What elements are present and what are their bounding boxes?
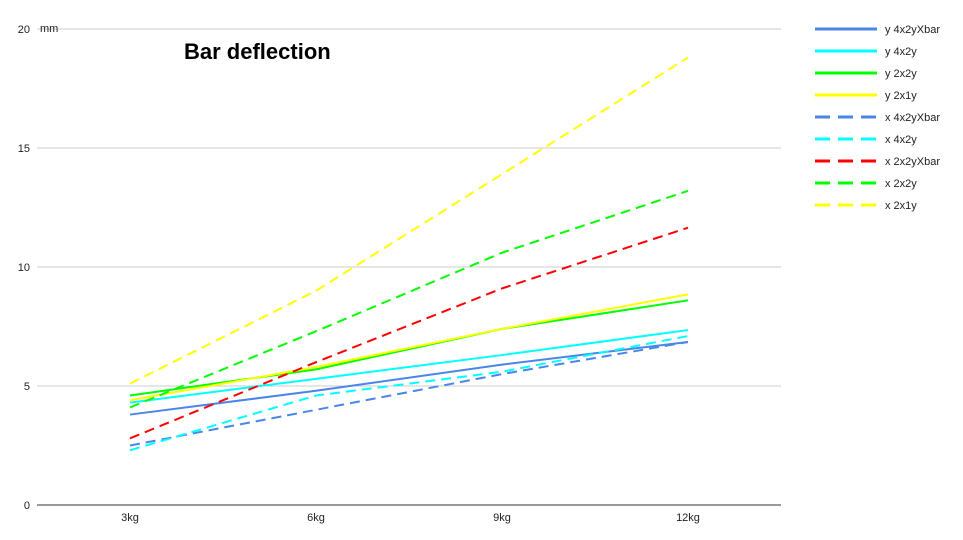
legend-label: y 4x2yXbar xyxy=(885,24,940,36)
y-tick-label: 15 xyxy=(18,143,30,155)
series-line xyxy=(129,226,689,440)
legend-label: x 2x1y xyxy=(885,200,917,212)
y-tick-label: 5 xyxy=(24,381,30,393)
x-tick-label: 6kg xyxy=(307,512,325,524)
x-axis-ticks: 3kg 6kg 9kg 12kg xyxy=(121,512,700,524)
x-tick-label: 12kg xyxy=(676,512,700,524)
legend-label: y 2x1y xyxy=(885,90,917,102)
x-tick-label: 9kg xyxy=(493,512,511,524)
y-tick-label: 0 xyxy=(24,500,30,512)
series-line xyxy=(129,340,689,447)
legend: y 4x2yXbar y 4x2y y 2x2y y 2x1y x 4x2yXbar x … xyxy=(815,24,940,212)
y-tick-label: 10 xyxy=(18,262,30,274)
series-line xyxy=(129,335,689,452)
chart-title: Bar deflection xyxy=(184,39,331,64)
gridlines xyxy=(37,28,781,506)
series-line xyxy=(129,189,689,409)
legend-label: x 2x2y xyxy=(885,178,917,190)
series-line xyxy=(129,293,689,402)
series-line xyxy=(129,56,689,385)
series-line xyxy=(129,340,689,416)
legend-label: y 2x2y xyxy=(885,68,917,80)
y-axis-ticks: 0 5 10 15 20 xyxy=(18,24,30,512)
series-line xyxy=(129,299,689,397)
legend-label: x 4x2yXbar xyxy=(885,112,940,124)
y-axis-label: mm xyxy=(40,23,58,35)
series-line xyxy=(129,329,689,404)
y-tick-label: 20 xyxy=(18,24,30,36)
legend-label: x 2x2yXbar xyxy=(885,156,940,168)
legend-label: y 4x2y xyxy=(885,46,917,58)
x-tick-label: 3kg xyxy=(121,512,139,524)
series-lines xyxy=(129,56,689,452)
legend-label: x 4x2y xyxy=(885,134,917,146)
